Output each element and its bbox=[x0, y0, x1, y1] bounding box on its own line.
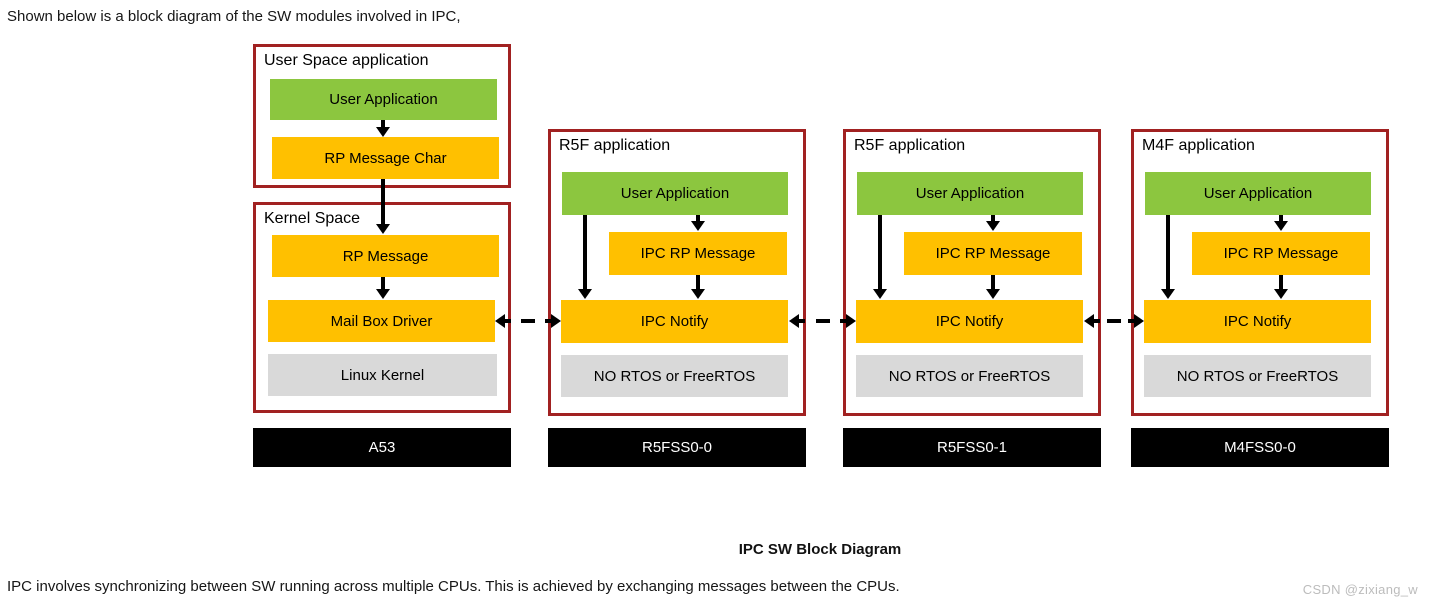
diagram-caption: IPC SW Block Diagram bbox=[738, 541, 902, 558]
cpu-bar-a53: A53 bbox=[253, 428, 511, 467]
block-no-rtos: NO RTOS or FreeRTOS bbox=[1144, 355, 1371, 397]
block-user-application: User Application bbox=[1145, 172, 1371, 215]
intro-text: Shown below is a block diagram of the SW… bbox=[7, 8, 461, 25]
block-ipc-rp-message: IPC RP Message bbox=[1192, 232, 1370, 275]
cpu-bar-r5fss0-1: R5FSS0-1 bbox=[843, 428, 1101, 467]
csdn-watermark: CSDN @zixiang_w bbox=[1302, 582, 1418, 597]
group-title: R5F application bbox=[559, 137, 671, 154]
dashed-double-arrow-icon bbox=[789, 314, 856, 328]
block-mail-box-driver: Mail Box Driver bbox=[268, 300, 495, 342]
block-ipc-rp-message: IPC RP Message bbox=[904, 232, 1082, 275]
group-title: Kernel Space bbox=[264, 210, 361, 227]
cpu-bar-r5fss0-0: R5FSS0-0 bbox=[548, 428, 806, 467]
block-ipc-notify: IPC Notify bbox=[856, 300, 1083, 343]
block-ipc-notify: IPC Notify bbox=[561, 300, 788, 343]
block-user-application: User Application bbox=[270, 79, 497, 120]
block-rp-message: RP Message bbox=[272, 235, 499, 277]
group-title: M4F application bbox=[1142, 137, 1255, 154]
dashed-double-arrow-icon bbox=[495, 314, 561, 328]
block-no-rtos: NO RTOS or FreeRTOS bbox=[561, 355, 788, 397]
footer-text: IPC involves synchronizing between SW ru… bbox=[7, 578, 900, 595]
block-rp-message-char: RP Message Char bbox=[272, 137, 499, 179]
block-no-rtos: NO RTOS or FreeRTOS bbox=[856, 355, 1083, 397]
block-user-application: User Application bbox=[857, 172, 1083, 215]
block-user-application: User Application bbox=[562, 172, 788, 215]
group-title: User Space application bbox=[264, 52, 429, 69]
block-linux-kernel: Linux Kernel bbox=[268, 354, 497, 396]
block-ipc-notify: IPC Notify bbox=[1144, 300, 1371, 343]
block-ipc-rp-message: IPC RP Message bbox=[609, 232, 787, 275]
dashed-double-arrow-icon bbox=[1084, 314, 1144, 328]
cpu-bar-m4fss0-0: M4FSS0-0 bbox=[1131, 428, 1389, 467]
group-title: R5F application bbox=[854, 137, 966, 154]
